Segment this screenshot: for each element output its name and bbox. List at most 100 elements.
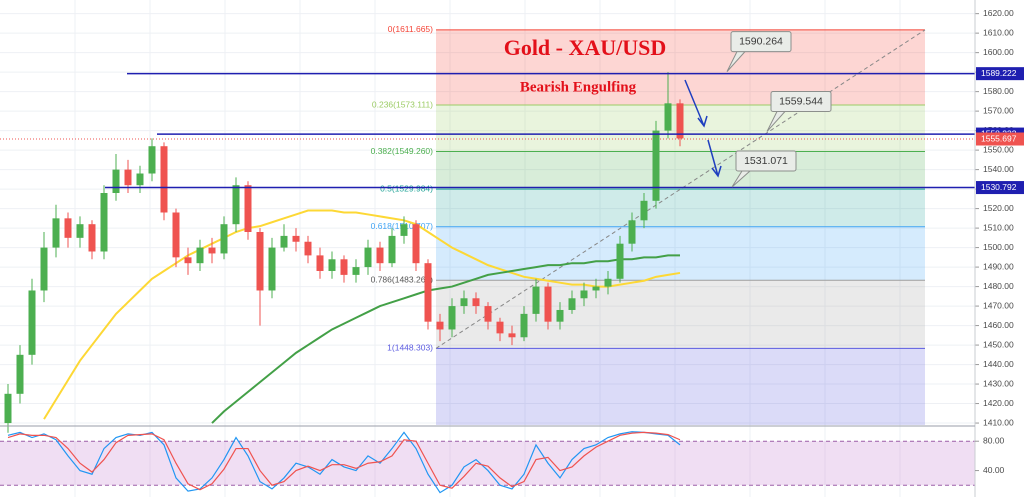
candle-body: [112, 169, 120, 194]
y-tick-label: 1460.00: [983, 320, 1014, 330]
candle-body: [652, 130, 660, 201]
candle-body: [460, 298, 468, 307]
candle-body: [496, 321, 504, 334]
annotation: Bearish Engulfing: [520, 79, 637, 95]
candle-body: [388, 235, 396, 264]
candle-body: [664, 103, 672, 131]
candle-body: [484, 306, 492, 322]
candle-body: [88, 224, 96, 252]
candle-body: [64, 218, 72, 238]
oscillator-line: [7, 431, 681, 494]
oscillator-line: [7, 431, 681, 491]
candle-body: [424, 263, 432, 322]
candle-body: [220, 224, 228, 254]
fib-label: 0.382(1549.260): [371, 146, 434, 156]
candle-body: [4, 393, 12, 424]
candle-body: [412, 224, 420, 264]
candle-body: [280, 235, 288, 248]
arrows: [684, 79, 722, 178]
candle-body: [556, 309, 564, 322]
candle-body: [196, 247, 204, 264]
candle-body: [364, 247, 372, 268]
candle-body: [136, 173, 144, 186]
y-tick-label: 1600.00: [983, 47, 1014, 57]
oscillator: [0, 431, 975, 494]
candle-body: [472, 298, 480, 307]
candle-body: [676, 103, 684, 139]
current-price-bg: [976, 132, 1024, 146]
price-label-bg: [976, 181, 1024, 195]
plot: 1590.264 1559.544 1531.071: [0, 31, 975, 433]
current-price-label: 1555.697: [981, 133, 1017, 143]
y-tick-label: 1480.00: [983, 281, 1014, 291]
candle-body: [304, 241, 312, 256]
candle-body: [520, 313, 528, 338]
candle-body: [640, 200, 648, 221]
candle-body: [124, 169, 132, 186]
y-tick-label: 40.00: [983, 465, 1005, 475]
chart-title: Gold - XAU/USD: [504, 35, 667, 60]
candle-body: [292, 235, 300, 242]
candle-body: [52, 218, 60, 248]
candle-body: [232, 185, 240, 225]
y-tick-label: 1450.00: [983, 339, 1014, 349]
fib-trend-line: [435, 29, 926, 349]
candle-body: [148, 146, 156, 174]
callout-label: 1531.071: [744, 155, 788, 167]
price-label: 1589.222: [981, 68, 1017, 78]
fib-band: [436, 280, 925, 349]
arrow: [684, 79, 708, 128]
candle-body: [592, 286, 600, 291]
candle-body: [316, 255, 324, 271]
fib-label: 1(1448.303): [387, 343, 433, 353]
callout-box: [770, 91, 832, 113]
grid: [0, 0, 975, 497]
price-label-bg: [976, 67, 1024, 81]
y-tick-label: 1490.00: [983, 261, 1014, 271]
candle-body: [568, 298, 576, 310]
y-tick-label: 1440.00: [983, 359, 1014, 369]
candle-body: [436, 321, 444, 330]
arrow: [707, 139, 722, 178]
candle-body: [448, 306, 456, 330]
candle-body: [376, 247, 384, 264]
oscillator-band: [0, 441, 975, 486]
y-tick-label: 1470.00: [983, 300, 1014, 310]
fib-label: 0.5(1529.984): [380, 183, 433, 193]
y-tick-label: 1570.00: [983, 105, 1014, 115]
y-tick-label: 1550.00: [983, 144, 1014, 154]
fib-label: 0(1611.665): [388, 24, 433, 34]
moving-average: [43, 209, 681, 420]
y-tick-label: 1620.00: [983, 8, 1014, 18]
callout-box: [735, 150, 797, 172]
fib-band: [436, 29, 925, 106]
candle-body: [268, 247, 276, 291]
candle-body: [76, 224, 84, 238]
candle-body: [616, 243, 624, 279]
candle-body: [400, 224, 408, 236]
y-tick-label: 1540.00: [983, 164, 1014, 174]
candle-body: [544, 286, 552, 322]
y-tick-label: 1510.00: [983, 222, 1014, 232]
y-tick-label: 1430.00: [983, 378, 1014, 388]
y-tick-label: 1410.00: [983, 417, 1014, 427]
fib-band: [436, 189, 925, 227]
candle-body: [208, 247, 216, 254]
callout-label: 1590.264: [739, 35, 783, 47]
candle-body: [580, 290, 588, 299]
y-tick-label: 1580.00: [983, 86, 1014, 96]
callout-label: 1559.544: [779, 95, 823, 107]
candle-body: [160, 146, 168, 213]
candle-body: [628, 220, 636, 244]
candle-body: [328, 259, 336, 271]
candle-body: [40, 247, 48, 291]
y-tick-label: 1420.00: [983, 398, 1014, 408]
candle-body: [352, 267, 360, 275]
candle-body: [100, 193, 108, 252]
y-tick-label: 80.00: [983, 435, 1005, 445]
fib-label: 0.786(1483.262): [371, 274, 434, 284]
candle-body: [256, 231, 264, 291]
candle-body: [28, 290, 36, 355]
candle-body: [604, 278, 612, 287]
